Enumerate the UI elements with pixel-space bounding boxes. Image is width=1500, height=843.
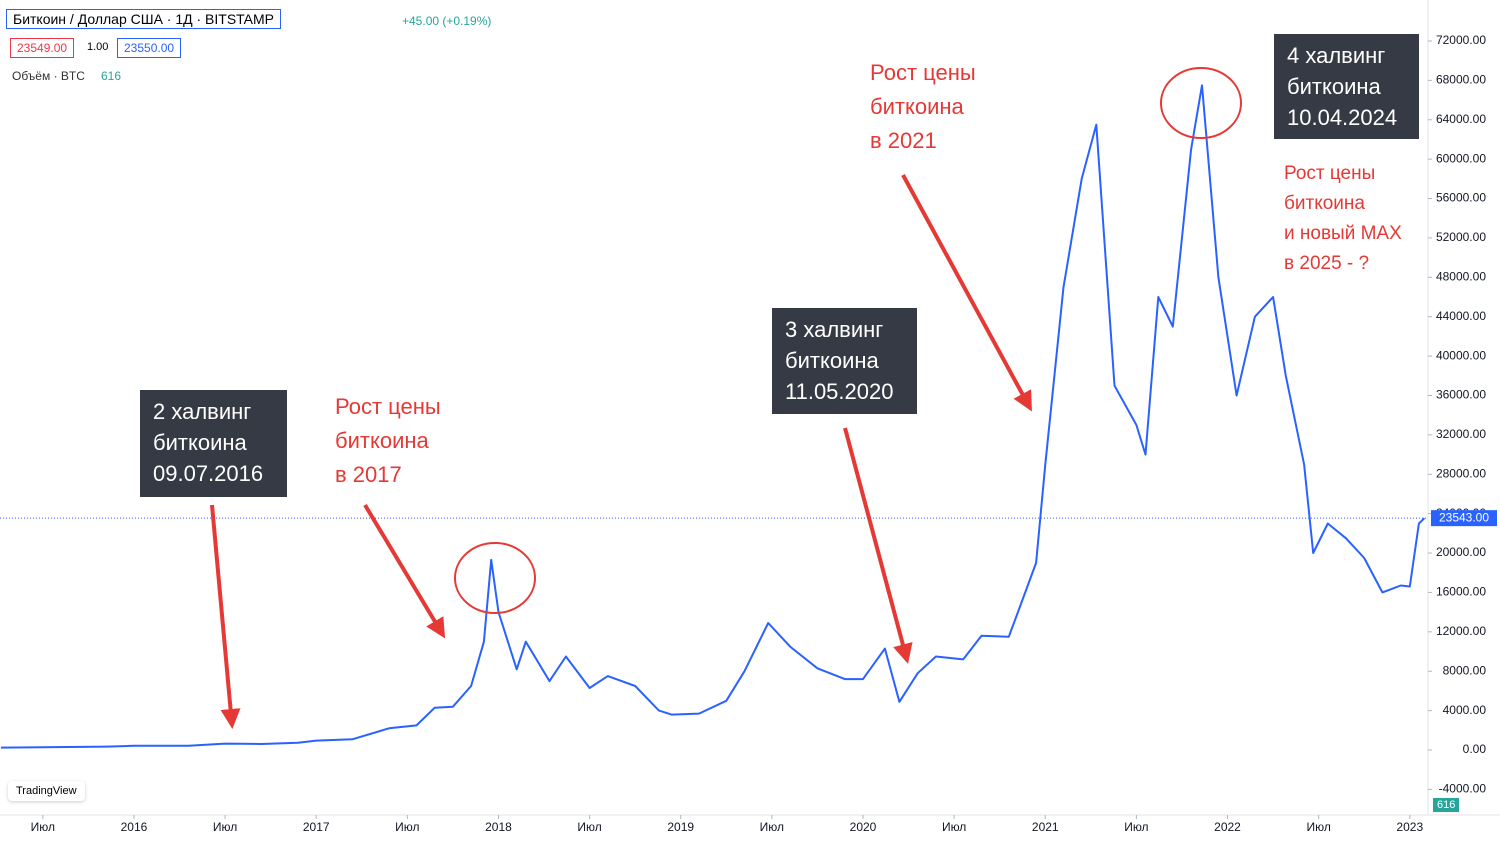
arrow bbox=[901, 174, 1032, 412]
x-tick-label: 2018 bbox=[485, 820, 512, 834]
y-tick-label: -4000.00 bbox=[1439, 782, 1487, 796]
annotation-text: 3 халвинг bbox=[785, 317, 883, 342]
y-tick-label: 44000.00 bbox=[1436, 309, 1486, 323]
annotation-text: биткоина bbox=[785, 348, 880, 373]
y-tick-label: 60000.00 bbox=[1436, 151, 1486, 165]
annotation-box bbox=[140, 390, 287, 497]
volume-tag: 616 bbox=[1433, 798, 1460, 812]
annotation: 4 халвинг биткоина 10.04.2024 bbox=[1274, 34, 1419, 139]
annotation: 3 халвинг биткоина 11.05.2020 bbox=[772, 308, 917, 414]
annotation-text: биткоина bbox=[153, 430, 248, 455]
y-tick-label: 36000.00 bbox=[1436, 388, 1486, 402]
x-tick-label: 2021 bbox=[1032, 820, 1059, 834]
y-tick-label: 16000.00 bbox=[1436, 585, 1486, 599]
price-line bbox=[0, 84, 1426, 749]
annotation-box bbox=[1274, 34, 1419, 139]
annotation: Рост цены биткоина в 2021 bbox=[870, 60, 976, 153]
annotation-text: биткоина bbox=[1284, 193, 1365, 214]
arrow bbox=[363, 503, 446, 639]
annotation-text: 09.07.2016 bbox=[153, 461, 263, 486]
annotation-text: 2 халвинг bbox=[153, 399, 251, 424]
annotation-text: 4 халвинг bbox=[1287, 43, 1385, 68]
annotation-box bbox=[772, 308, 917, 414]
annotation-text: биткоина bbox=[1287, 74, 1382, 99]
annotation-text: Рост цены bbox=[870, 60, 976, 85]
y-tick-label: 0.00 bbox=[1463, 742, 1487, 756]
x-tick-label: Июл bbox=[1124, 820, 1148, 834]
x-tick-label: Июл bbox=[213, 820, 237, 834]
annotation-text: и новый MAX bbox=[1284, 223, 1402, 244]
x-tick-label: 2016 bbox=[121, 820, 148, 834]
symbol-title[interactable]: Биткоин / Доллар США · 1Д · BITSTAMP bbox=[6, 9, 282, 29]
x-tick-label: 2023 bbox=[1396, 820, 1423, 834]
annotation-text: Рост цены bbox=[335, 394, 441, 419]
logo[interactable]: TradingView bbox=[8, 781, 85, 801]
last-price-tag bbox=[1431, 510, 1497, 527]
x-tick-label: 2020 bbox=[850, 820, 877, 834]
annotation: Рост цены биткоина в 2017 bbox=[335, 394, 441, 487]
y-tick-label: 28000.00 bbox=[1436, 466, 1486, 480]
change: +45.00 (+0.19%) bbox=[402, 14, 492, 28]
annotation-text: в 2021 bbox=[870, 128, 937, 153]
annotation-text: 10.04.2024 bbox=[1287, 105, 1397, 130]
y-tick-label: 12000.00 bbox=[1436, 624, 1486, 638]
volume-label: Объём · BTC bbox=[12, 69, 85, 83]
x-tick-label: 2022 bbox=[1214, 820, 1241, 834]
annotation-text: в 2017 bbox=[335, 462, 402, 487]
highlight-circle bbox=[454, 542, 536, 614]
last-price-label: 23543.00 bbox=[1439, 510, 1489, 524]
x-tick-label: 2019 bbox=[667, 820, 694, 834]
annotation-text: 11.05.2020 bbox=[785, 379, 893, 404]
x-tick-label: Июл bbox=[760, 820, 784, 834]
annotation: 2 халвинг биткоина 09.07.2016 bbox=[140, 390, 287, 497]
volume-value: 616 bbox=[101, 69, 122, 83]
y-tick-label: 52000.00 bbox=[1436, 230, 1486, 244]
y-tick-label: 8000.00 bbox=[1443, 663, 1487, 677]
y-tick-label: 32000.00 bbox=[1436, 427, 1486, 441]
buy-price[interactable]: 23550.00 bbox=[117, 38, 182, 58]
y-tick-label: 48000.00 bbox=[1436, 269, 1486, 283]
x-tick-label: 2017 bbox=[303, 820, 330, 834]
x-tick-label: Июл bbox=[1306, 820, 1330, 834]
x-tick-label: Июл bbox=[31, 820, 55, 834]
y-tick-label: 72000.00 bbox=[1436, 33, 1486, 47]
y-tick-label: 64000.00 bbox=[1436, 112, 1486, 126]
y-tick-label: 4000.00 bbox=[1443, 703, 1487, 717]
y-tick-label: 56000.00 bbox=[1436, 191, 1486, 205]
sell-price[interactable]: 23549.00 bbox=[10, 38, 75, 58]
annotation-text: Рост цены bbox=[1284, 163, 1375, 184]
x-tick-label: Июл bbox=[577, 820, 601, 834]
y-tick-label: 40000.00 bbox=[1436, 348, 1486, 362]
spread: 1.00 bbox=[87, 41, 109, 53]
annotation-text: в 2025 - ? bbox=[1284, 253, 1369, 274]
y-tick-label: 68000.00 bbox=[1436, 73, 1486, 87]
annotation: Рост цены биткоина и новый MAX в 2025 - ? bbox=[1284, 163, 1402, 274]
annotation-text: биткоина bbox=[335, 428, 430, 453]
y-tick-label: 20000.00 bbox=[1436, 545, 1486, 559]
arrow bbox=[843, 427, 913, 664]
arrow bbox=[210, 504, 241, 729]
annotation-text: биткоина bbox=[870, 94, 965, 119]
x-tick-label: Июл bbox=[942, 820, 966, 834]
highlight-circle bbox=[1160, 67, 1242, 139]
x-tick-label: Июл bbox=[395, 820, 419, 834]
